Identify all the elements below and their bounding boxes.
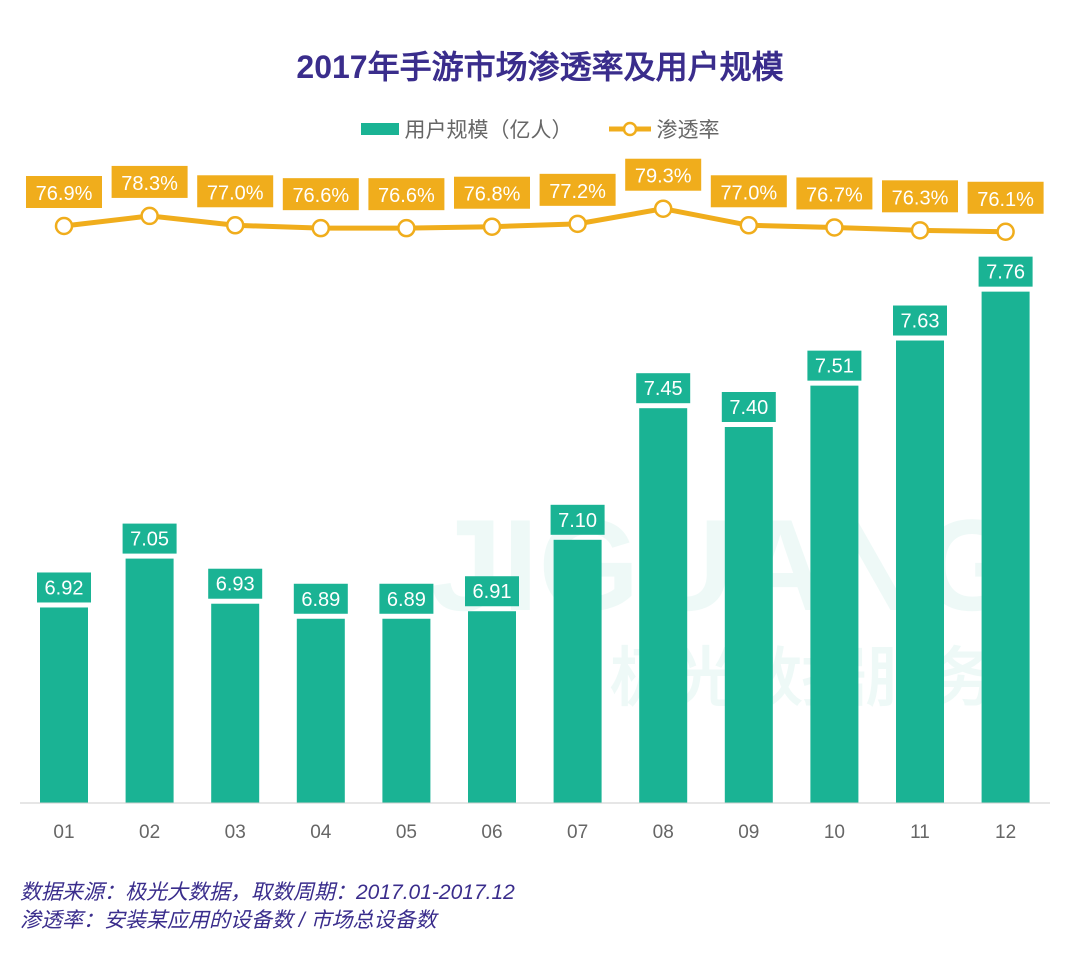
line-label-box (796, 177, 873, 210)
line-label-box (454, 176, 530, 209)
line-point (225, 216, 245, 235)
bar (211, 603, 260, 803)
bar-label: 7.76 (986, 262, 1025, 284)
bar (639, 408, 688, 803)
line-label-box (26, 176, 102, 208)
legend-label-penetration: 渗透率 (656, 119, 720, 142)
line-label-box (539, 173, 616, 206)
x-tick-label: 08 (653, 822, 674, 843)
bar-label: 6.93 (216, 574, 255, 596)
bar (468, 611, 516, 803)
line-label: 76.3% (892, 187, 949, 209)
bar (296, 618, 345, 803)
line-label: 76.6% (378, 185, 435, 207)
line-point (140, 206, 159, 226)
legend-item-users: 用户规模（亿人） (360, 114, 573, 144)
line-label: 76.9% (36, 183, 93, 205)
bar-label-box (978, 256, 1033, 287)
line-label: 77.0% (207, 182, 264, 204)
line-label-box (625, 158, 702, 191)
bar-label-box (379, 583, 434, 614)
line-label: 77.0% (720, 182, 777, 204)
x-tick-label: 02 (139, 822, 160, 843)
legend: 用户规模（亿人） 渗透率 (0, 114, 1080, 144)
x-tick-label: 03 (225, 822, 246, 843)
line-label: 76.8% (464, 184, 521, 206)
x-tick-label: 09 (738, 822, 759, 843)
x-tick-label: 11 (910, 822, 930, 843)
line-label: 76.6% (292, 185, 349, 207)
bar (981, 291, 1030, 803)
line-point (653, 199, 673, 218)
x-tick-label: 07 (567, 822, 588, 843)
line-label-box (197, 175, 274, 208)
bar-label-box (550, 504, 605, 535)
line-point (996, 222, 1015, 242)
line-label-box (967, 181, 1044, 214)
bar-label-box (893, 305, 947, 336)
bar-label-box (37, 572, 91, 603)
line-label: 77.2% (549, 181, 606, 203)
x-tick-label: 04 (310, 822, 332, 843)
bar-label: 6.91 (473, 581, 512, 603)
line-label-box (368, 178, 445, 211)
line-label: 78.3% (121, 173, 178, 195)
bar (896, 340, 944, 803)
x-tick-label: 01 (53, 822, 74, 843)
legend-item-penetration: 渗透率 (608, 114, 720, 144)
line-point (825, 218, 844, 237)
legend-line-swatch (608, 121, 651, 137)
line-label-box (111, 165, 188, 198)
bar-label: 7.63 (901, 311, 940, 333)
legend-bar-swatch (360, 123, 399, 135)
line-point (311, 218, 331, 238)
bar-label-box (465, 576, 519, 607)
bar-label: 7.45 (644, 378, 683, 400)
bar-label: 7.05 (130, 529, 169, 551)
bar-label: 6.89 (301, 589, 340, 611)
line-label-box (282, 178, 359, 211)
line-point (54, 216, 74, 236)
footnote-source: 数据来源：极光大数据，取数周期：2017.01-2017.12 (20, 881, 515, 904)
chart-title: 2017年手游市场渗透率及用户规模 (296, 49, 784, 85)
line-point (482, 217, 502, 236)
line-point (739, 216, 759, 235)
bar-label-box (122, 523, 177, 554)
legend-label-users: 用户规模（亿人） (404, 119, 573, 142)
bar-label-box (208, 568, 263, 599)
line-label-box (710, 175, 787, 208)
line-label: 76.1% (977, 189, 1034, 211)
line-label-box (882, 180, 958, 213)
line-label: 79.3% (635, 166, 692, 188)
bar (724, 427, 773, 803)
bar-label: 7.51 (815, 356, 854, 378)
line-label: 76.7% (806, 184, 863, 206)
bar (553, 539, 602, 803)
bar-label: 7.40 (729, 397, 768, 419)
bar (40, 607, 88, 803)
x-tick-label: 06 (481, 822, 502, 843)
bar-label-box (293, 583, 348, 614)
line-point (568, 214, 587, 234)
line-series (63, 206, 1006, 235)
bar-label-box (636, 373, 691, 404)
line-point (910, 221, 930, 240)
bar-label-box (807, 350, 862, 381)
bar (382, 618, 431, 803)
bar-label-box (721, 392, 776, 422)
bar-label: 7.10 (558, 510, 597, 532)
bar-label: 6.92 (45, 577, 84, 599)
x-tick-label: 10 (824, 822, 845, 843)
footnote-definition: 渗透率：安装某应用的设备数 / 市场总设备数 (20, 909, 437, 932)
bar-label: 6.89 (387, 589, 426, 611)
line-point (397, 218, 416, 238)
bar (125, 558, 174, 803)
x-tick-label: 05 (396, 822, 417, 843)
x-tick-label: 12 (995, 822, 1016, 843)
bar (810, 385, 859, 803)
